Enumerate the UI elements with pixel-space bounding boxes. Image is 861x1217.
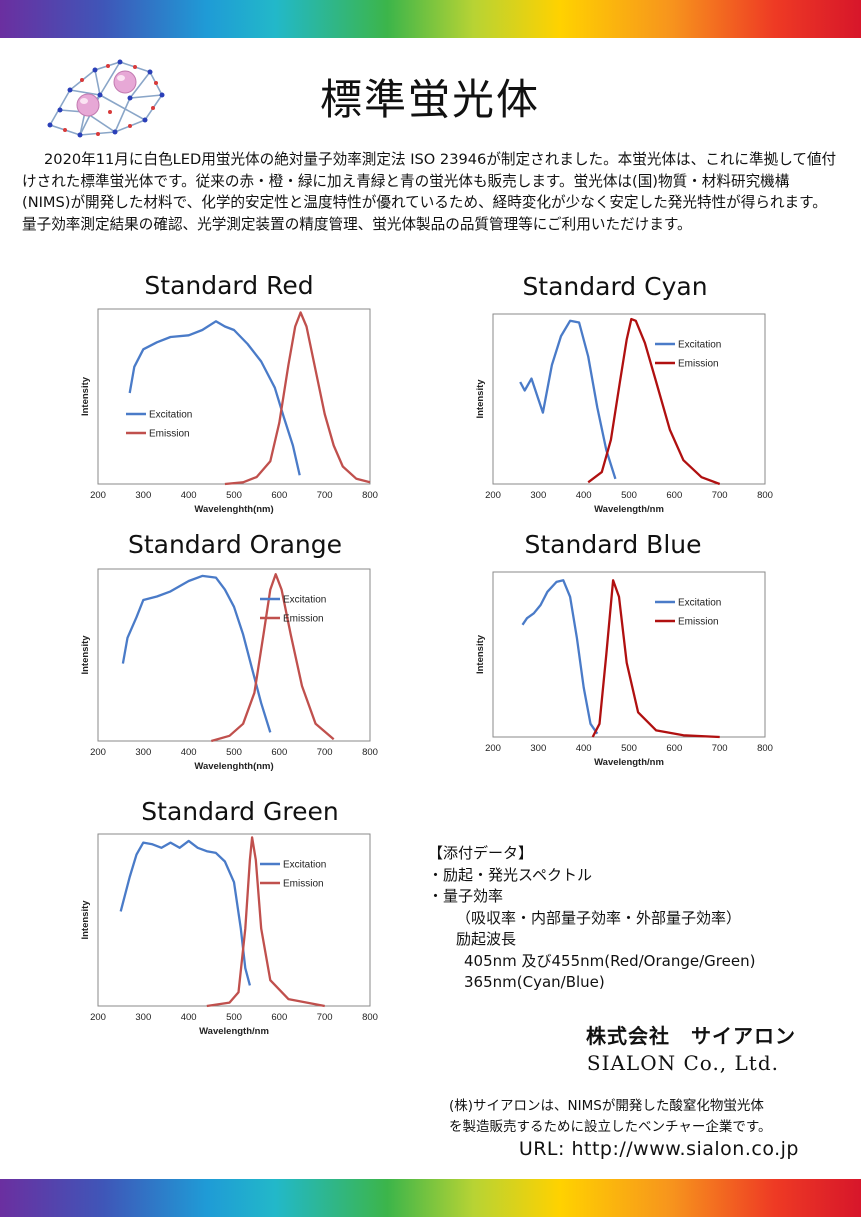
chart-title-cyan: Standard Cyan [522,272,708,301]
legend-label: Emission [283,614,324,625]
legend-label: Emission [678,617,719,628]
legend-label: Emission [283,879,324,890]
x-tick-label: 200 [90,747,106,758]
x-tick-label: 800 [362,747,378,758]
x-tick-label: 400 [181,1012,197,1023]
x-axis-label: Wavelength/nm [594,757,664,768]
x-tick-label: 600 [271,747,287,758]
x-tick-label: 200 [485,490,501,501]
series-line-emission [591,579,720,739]
x-tick-label: 700 [317,1012,333,1023]
company-note-line: を製造販売するために設立したベンチャー企業です。 [449,1119,772,1135]
plot-area [97,308,371,485]
chart-standard-orange: 200 300 400 500 600 700 800 Wavelenghth(nm) Inte… [80,568,378,772]
x-tick-label: 200 [485,743,501,754]
attached-data-item: ・励起・発光スペクトル [428,865,592,884]
x-tick-label: 600 [666,743,682,754]
company-note-line: (株)サイアロンは、NIMSが開発した酸窒化物蛍光体 [449,1098,764,1114]
series-line-excitation [128,320,301,476]
company-url-link[interactable]: URL: http://www.sialon.co.jp [518,1138,799,1160]
x-axis-label: Wavelenghth(nm) [194,761,273,772]
legend-label: Emission [149,429,190,440]
chart-title-orange: Standard Orange [127,530,343,559]
y-axis-label: Intensity [80,635,91,675]
chart-standard-blue: 200 300 400 500 600 700 800 Wavelength/nm Intens… [475,571,773,768]
x-tick-label: 300 [135,1012,151,1023]
legend-label: Excitation [149,410,192,421]
crystal-structure-logo [47,59,165,138]
wavelength-red-orange-green: 405nm 及び455nm(Red/Orange/Green) [464,951,756,970]
legend-label: Excitation [678,598,721,609]
x-tick-label: 700 [712,490,728,501]
company-note: (株)サイアロンは、NIMSが開発した酸窒化物蛍光体 を製造販売するために設立し… [449,1096,799,1138]
x-tick-label: 400 [181,490,197,501]
series-line-excitation [119,839,252,986]
series-line-emission [210,573,335,743]
rainbow-band-top [0,0,861,38]
x-tick-label: 800 [757,490,773,501]
chart-title-blue: Standard Blue [524,530,702,559]
plot-area [492,313,766,485]
x-tick-label: 500 [621,490,637,501]
x-axis-label: Wavelength/nm [594,504,664,515]
x-tick-label: 400 [181,747,197,758]
page-title: 標準蛍光体 [319,75,540,124]
x-tick-label: 700 [712,743,728,754]
x-tick-label: 500 [226,490,242,501]
company-name-en: SIALON Co., Ltd. [586,1051,779,1075]
x-tick-label: 300 [135,747,151,758]
attached-data-item: ・量子効率 [428,887,504,905]
y-axis-label: Intensity [475,379,486,419]
x-tick-label: 700 [317,490,333,501]
x-tick-label: 300 [530,490,546,501]
legend-label: Excitation [283,595,326,606]
legend-label: Emission [678,359,719,370]
x-tick-label: 200 [90,490,106,501]
plot-area [492,571,766,738]
x-tick-label: 800 [757,743,773,754]
series-line-emission [224,311,371,486]
x-tick-label: 600 [271,490,287,501]
x-tick-label: 300 [530,743,546,754]
x-tick-label: 700 [317,747,333,758]
x-tick-label: 400 [576,743,592,754]
chart-standard-cyan: 200 300 400 500 600 700 800 Wavelength/nm Intens… [475,313,773,515]
series-line-excitation [121,574,272,733]
x-tick-label: 500 [226,1012,242,1023]
intro-paragraph: 2020年11月に白色LED用蛍光体の絶対量子効率測定法 ISO 23946が制… [22,151,837,233]
y-axis-label: Intensity [80,376,91,416]
chart-standard-green: 200 300 400 500 600 700 800 Wavelength/nm Intens… [80,833,378,1037]
series-line-excitation [519,319,617,480]
plot-area [97,833,371,1007]
y-axis-label: Intensity [80,900,91,940]
x-tick-label: 800 [362,490,378,501]
x-tick-label: 600 [271,1012,287,1023]
attached-data-box: 【添付データ】 ・励起・発光スペクトル ・量子効率 （吸収率・内部量子効率・外部… [428,843,755,994]
y-axis-label: Intensity [475,634,486,674]
plot-area [97,568,371,742]
legend-label: Excitation [283,860,326,871]
x-axis-label: Wavelength/nm [199,1026,269,1037]
chart-title-green: Standard Green [141,797,339,826]
x-tick-label: 500 [226,747,242,758]
company-name-ja: 株式会社 サイアロン [586,1024,796,1048]
series-line-emission [206,836,325,1008]
x-tick-label: 800 [362,1012,378,1023]
series-line-emission [587,317,721,486]
attached-data-heading: 【添付データ】 [428,844,534,862]
wavelength-cyan-blue: 365nm(Cyan/Blue) [464,973,605,991]
x-tick-label: 300 [135,490,151,501]
legend-label: Excitation [678,340,721,351]
x-axis-label: Wavelenghth(nm) [194,504,273,515]
chart-standard-red: 200 300 400 500 600 700 800 Wavelenghth(nm) Inte… [80,308,378,515]
chart-title-red: Standard Red [144,271,314,300]
x-tick-label: 200 [90,1012,106,1023]
wavelength-label: 励起波長 [456,930,517,948]
series-line-excitation [521,579,599,735]
qe-detail: （吸収率・内部量子効率・外部量子効率） [456,908,742,927]
x-tick-label: 400 [576,490,592,501]
rainbow-band-bottom [0,1179,861,1217]
x-tick-label: 600 [666,490,682,501]
x-tick-label: 500 [621,743,637,754]
